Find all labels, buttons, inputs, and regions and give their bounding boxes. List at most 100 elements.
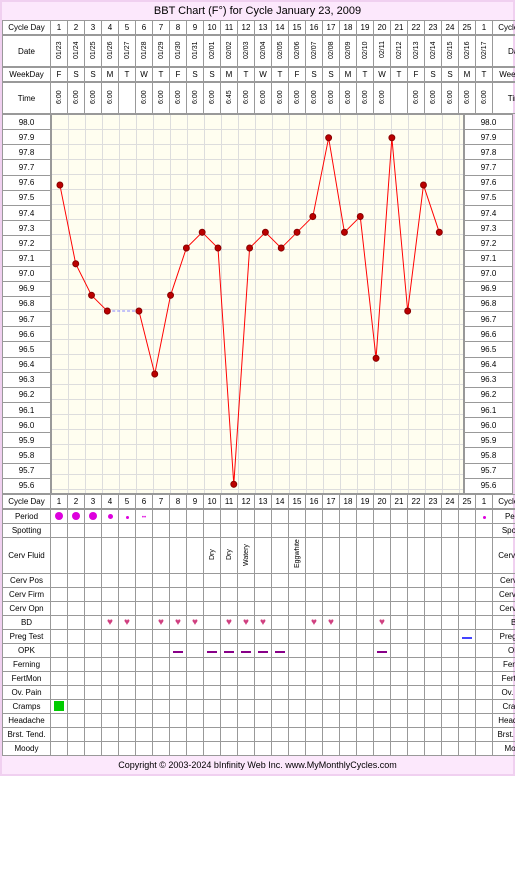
cell: 02/15 [442, 36, 459, 67]
cervFluid-cell [187, 538, 204, 574]
cycleday-label2: Cycle Day [3, 495, 51, 509]
cervOpn-cell [306, 602, 323, 616]
ferning-cell [68, 658, 85, 672]
cell: 01/29 [153, 36, 170, 67]
temp-tick: 96.9 [465, 281, 513, 296]
cervFluid-cell [374, 538, 391, 574]
pregTest-cell [102, 630, 119, 644]
cell: 6:00 [357, 83, 374, 114]
cell: 02/05 [272, 36, 289, 67]
temp-tick: 96.4 [3, 357, 51, 372]
cell: 3 [85, 21, 102, 35]
cell: 23 [425, 495, 442, 509]
temp-tick: 97.0 [465, 266, 513, 281]
bd-cell [136, 616, 153, 630]
ferning-cell [289, 658, 306, 672]
brstTend-cell [119, 728, 136, 742]
cervFirm-cell [340, 588, 357, 602]
pregTest-label: Preg Test [3, 630, 51, 644]
cervOpn-cell [204, 602, 221, 616]
cell: 6:00 [476, 83, 493, 114]
pregTest-cell [374, 630, 391, 644]
fertMon-cell [238, 672, 255, 686]
cell: F [51, 68, 68, 82]
temp-tick: 97.4 [465, 205, 513, 220]
cell: 6:00 [289, 83, 306, 114]
cervOpn-cell [357, 602, 374, 616]
opk-cell [85, 644, 102, 658]
cell: 01/23 [51, 36, 68, 67]
brstTend-label: Brst. Tend. [3, 728, 51, 742]
moody-cell [374, 742, 391, 756]
date-label-r: Date [493, 36, 515, 67]
ferning-label: Ferning [3, 658, 51, 672]
ferning-cell [476, 658, 493, 672]
cervPos-cell [476, 574, 493, 588]
temp-scale-left: 98.097.997.897.797.697.597.497.397.297.1… [2, 114, 51, 494]
ferning-cell [51, 658, 68, 672]
spotting-label: Spotting [3, 524, 51, 538]
brstTend-cell [357, 728, 374, 742]
ovPain-cell [442, 686, 459, 700]
ovPain-cell [255, 686, 272, 700]
fertMon-cell [136, 672, 153, 686]
cell: 01/24 [68, 36, 85, 67]
cervFirm-cell [85, 588, 102, 602]
temp-tick: 95.8 [3, 448, 51, 463]
cervPos-cell [255, 574, 272, 588]
period-cell [357, 510, 374, 524]
opk-cell [425, 644, 442, 658]
bd-cell [68, 616, 85, 630]
opk-cell [68, 644, 85, 658]
ovPain-cell [68, 686, 85, 700]
cell: 6:00 [85, 83, 102, 114]
cervOpn-cell [425, 602, 442, 616]
bd-cell [289, 616, 306, 630]
cell: 19 [357, 21, 374, 35]
cell: 6:00 [170, 83, 187, 114]
cell: 02/10 [357, 36, 374, 67]
cervFirm-cell [289, 588, 306, 602]
cell: 6:00 [187, 83, 204, 114]
temp-tick: 97.5 [465, 190, 513, 205]
cell [391, 83, 408, 114]
cervFirm-cell [442, 588, 459, 602]
cell: 18 [340, 495, 357, 509]
brstTend-cell [136, 728, 153, 742]
opk-cell [238, 644, 255, 658]
bd-label-r: BD [493, 616, 515, 630]
headache-cell [170, 714, 187, 728]
ferning-cell [204, 658, 221, 672]
cervPos-cell [153, 574, 170, 588]
opk-cell [187, 644, 204, 658]
headache-label: Headache [3, 714, 51, 728]
heart-icon: ♥ [328, 617, 334, 628]
cramps-cell [204, 700, 221, 714]
temp-tick: 95.6 [465, 478, 513, 493]
cell: 02/02 [221, 36, 238, 67]
pregTest-cell [391, 630, 408, 644]
cramps-cell [442, 700, 459, 714]
cell: 02/16 [459, 36, 476, 67]
cycleday-label2-r: Cycle Day [493, 495, 515, 509]
cell: 13 [255, 495, 272, 509]
cervFluid-cell [51, 538, 68, 574]
cervOpn-cell [187, 602, 204, 616]
cell: S [323, 68, 340, 82]
fertMon-cell [153, 672, 170, 686]
cell: 01/26 [102, 36, 119, 67]
tracker-table: Period••PeriodSpottingSpottingCerv Fluid… [2, 509, 515, 756]
moody-cell [357, 742, 374, 756]
cervPos-cell [102, 574, 119, 588]
cell: S [68, 68, 85, 82]
brstTend-cell [289, 728, 306, 742]
brstTend-cell [255, 728, 272, 742]
bd-cell: ♥ [187, 616, 204, 630]
time-label-r: Time [493, 83, 515, 114]
pregTest-cell [238, 630, 255, 644]
temp-tick: 97.5 [3, 190, 51, 205]
temp-tick: 97.9 [3, 130, 51, 145]
weekday-label-r: WeekDay [493, 68, 515, 82]
cervFluid-cell [408, 538, 425, 574]
ovPain-cell [323, 686, 340, 700]
